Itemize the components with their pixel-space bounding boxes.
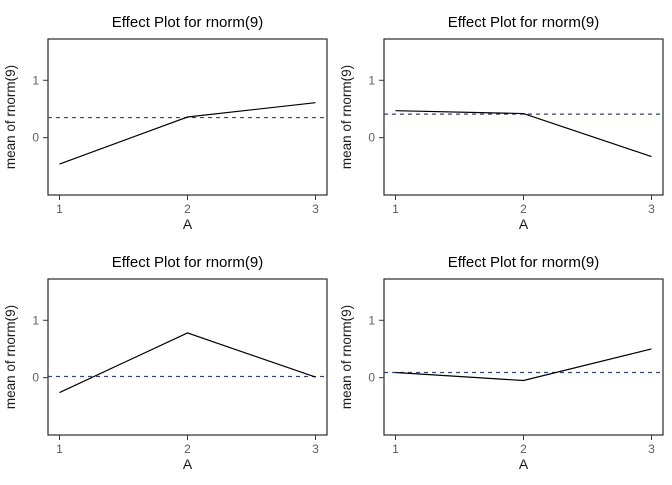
effect-plot-top-left: Effect Plot for rnorm(9) 0 1 1 2 3 mean of rno… [0,0,336,240]
effect-plot-svg-top-left: Effect Plot for rnorm(9) 0 1 1 2 3 mean of rno… [3,14,328,232]
panel-border [383,38,664,196]
effect-plot-top-right: Effect Plot for rnorm(9) 0 1 1 2 3 mean of rno… [336,0,672,240]
y-tick-label: 0 [32,131,39,145]
y-tick-label: 0 [32,371,39,385]
y-tick-label: 1 [32,313,39,327]
plot-title: Effect Plot for rnorm(9) [112,254,263,271]
x-axis-title: A [519,456,529,472]
x-tick-label: 2 [184,442,191,456]
effect-line [395,110,652,158]
effect-plot-svg-top-right: Effect Plot for rnorm(9) 0 1 1 2 3 mean of rno… [339,14,664,232]
y-axis-title: mean of rnorm(9) [339,65,354,169]
plot-title: Effect Plot for rnorm(9) [112,14,263,31]
plot-title: Effect Plot for rnorm(9) [448,254,599,271]
x-axis-title: A [183,216,193,232]
x-tick-label: 1 [392,442,399,456]
x-tick-label: 1 [56,442,63,456]
y-tick-label: 1 [368,313,375,327]
effect-plot-bottom-right: Effect Plot for rnorm(9) 0 1 1 2 3 mean of rno… [336,240,672,480]
y-tick-label: 0 [368,131,375,145]
x-axis-title: A [183,456,193,472]
y-tick-label: 1 [32,73,39,87]
x-tick-label: 2 [184,202,191,216]
y-tick-label: 1 [368,73,375,87]
x-axis-title: A [519,216,529,232]
x-tick-label: 2 [520,442,527,456]
x-tick-label: 3 [648,442,655,456]
x-tick-label: 1 [392,202,399,216]
x-tick-label: 3 [312,202,319,216]
effect-line [395,348,652,382]
effect-plot-svg-bottom-left: Effect Plot for rnorm(9) 0 1 1 2 3 mean of rno… [3,254,328,472]
y-axis-title: mean of rnorm(9) [3,65,18,169]
y-tick-label: 0 [368,371,375,385]
plot-title: Effect Plot for rnorm(9) [448,14,599,31]
effect-line [59,332,316,394]
y-axis-title: mean of rnorm(9) [339,305,354,409]
x-tick-label: 3 [312,442,319,456]
panel-border [47,278,328,436]
effect-plot-bottom-left: Effect Plot for rnorm(9) 0 1 1 2 3 mean of rno… [0,240,336,480]
y-axis-title: mean of rnorm(9) [3,305,18,409]
x-tick-label: 3 [648,202,655,216]
effect-plot-svg-bottom-right: Effect Plot for rnorm(9) 0 1 1 2 3 mean of rno… [339,254,664,472]
x-tick-label: 2 [520,202,527,216]
x-tick-label: 1 [56,202,63,216]
effect-line [59,102,316,165]
